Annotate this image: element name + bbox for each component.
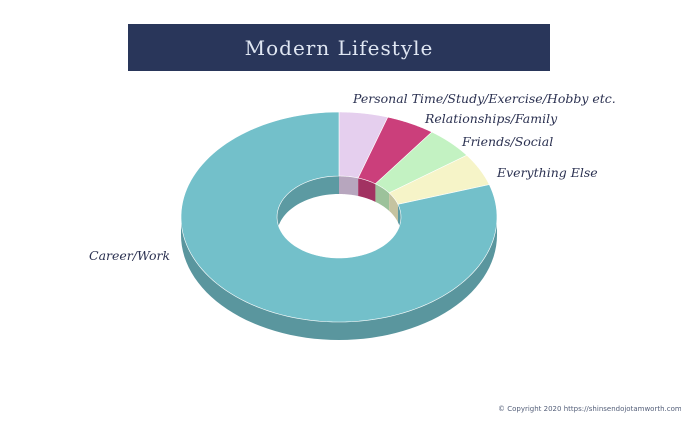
- slice-personal-time-study-exercise-hobby-etc: [338, 111, 389, 179]
- label-everything-else: Everything Else: [496, 165, 598, 180]
- outer-wall-career-work: [181, 217, 497, 340]
- label-friends-social: Friends/Social: [461, 134, 553, 149]
- slice-everything-else: [388, 154, 490, 205]
- label-personal-time-study-exercise-hobby-etc: Personal Time/Study/Exercise/Hobby etc.: [352, 91, 616, 106]
- inner-wall-career-work-1: [277, 176, 339, 235]
- label-relationships-family: Relationships/Family: [424, 111, 558, 126]
- chart-title-banner: Modern Lifestyle: [128, 24, 550, 71]
- copyright-notice: © Copyright 2020 https://shinsendojotamw…: [498, 405, 681, 413]
- inner-wall-personal-time-study-exercise-hobby-etc-0: [339, 176, 359, 197]
- slice-relationships-family: [357, 116, 433, 185]
- slice-labels: Personal Time/Study/Exercise/Hobby etc. R…: [89, 91, 616, 263]
- inner-wall-friends-social-0: [375, 183, 390, 211]
- label-career-work: Career/Work: [89, 248, 170, 263]
- inner-wall-everything-else-0: [389, 192, 398, 223]
- slice-friends-social: [374, 131, 468, 194]
- doughnut-tops: [180, 111, 498, 323]
- slice-career-work: [180, 111, 498, 323]
- inner-wall-relationships-family-0: [358, 178, 376, 202]
- chart-title: Modern Lifestyle: [244, 35, 434, 60]
